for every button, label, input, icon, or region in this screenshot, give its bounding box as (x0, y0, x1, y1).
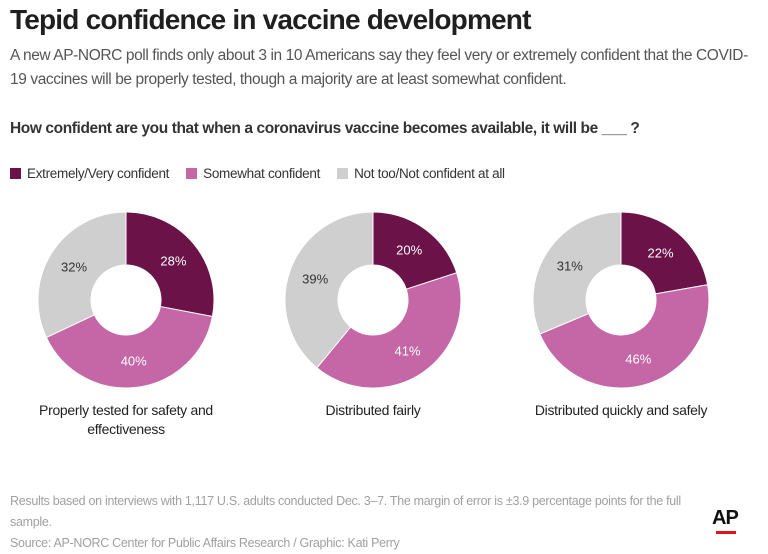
donut-slice (539, 284, 710, 389)
slice-value-label: 32% (61, 260, 87, 275)
subtitle: A new AP-NORC poll finds only about 3 in… (10, 47, 748, 88)
survey-question: How confident are you that when a corona… (10, 120, 640, 137)
chart-caption-line: Distributed quickly and safely (534, 402, 708, 418)
ap-logo-underline (716, 531, 736, 534)
chart-caption: Distributed quickly and safely (521, 401, 721, 420)
legend-swatch (10, 167, 21, 179)
slice-value-label: 28% (160, 253, 186, 268)
donut-charts: 28% 40% 32% 20% 41% 39% 22% 46% 31% (37, 211, 710, 389)
slice-value-label: 31% (557, 258, 583, 273)
legend-label: Not too/Not confident at all (354, 165, 505, 181)
donut-slice (45, 305, 214, 389)
page-title: Tepid confidence in vaccine development (10, 4, 531, 35)
legend-label: Extremely/Very confident (27, 165, 170, 181)
legend: Extremely/Very confident Somewhat confid… (10, 164, 522, 182)
chart-caption-line: Distributed fairly (325, 402, 421, 418)
donut-slice (37, 211, 127, 339)
footer: Results based on interviews with 1,117 U… (10, 491, 700, 554)
slice-value-label: 46% (625, 352, 651, 367)
donut-slice (284, 211, 374, 369)
legend-item-not-confident: Not too/Not confident at all (337, 166, 505, 181)
ap-logo: AP (712, 507, 739, 529)
donut-slice (372, 211, 458, 290)
chart-caption: Distributed fairly (273, 401, 473, 420)
slice-value-label: 40% (121, 354, 147, 369)
slice-value-label: 20% (396, 243, 422, 258)
slice-value-label: 41% (395, 343, 421, 358)
source-credit: Source: AP-NORC Center for Public Affair… (10, 536, 400, 550)
legend-swatch (186, 167, 198, 179)
legend-item-very-confident: Extremely/Very confident (10, 166, 169, 181)
donut-slice (316, 272, 462, 389)
slice-value-label: 39% (302, 272, 328, 287)
donut-slice (125, 211, 215, 318)
methodology-note: Results based on interviews with 1,117 U… (10, 494, 681, 529)
chart-caption-line: Properly tested for safety and (39, 402, 213, 418)
slice-value-label: 22% (648, 245, 674, 260)
donut-slice (532, 211, 622, 335)
legend-item-somewhat-confident: Somewhat confident (186, 166, 320, 181)
chart-caption: Properly tested for safety and effectiven… (26, 401, 226, 439)
donut-slice (620, 211, 709, 295)
chart-caption-line: effectiveness (87, 421, 165, 437)
legend-swatch (337, 167, 349, 179)
legend-label: Somewhat confident (203, 165, 321, 181)
